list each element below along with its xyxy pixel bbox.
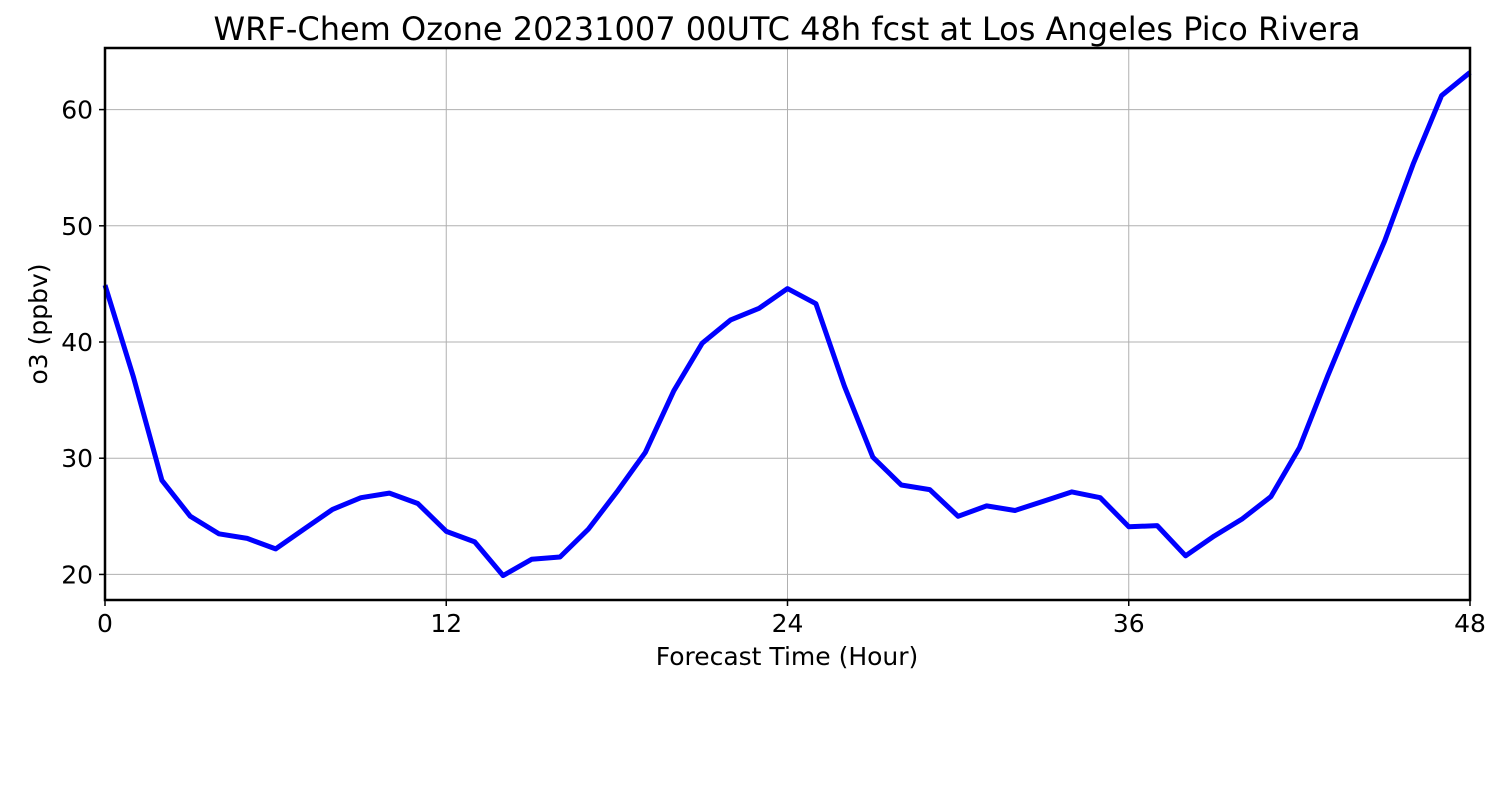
axis-ticks: 0 12 24 36 48 20 30 40 50 60: [61, 96, 1486, 638]
x-tick-label: 12: [430, 609, 462, 638]
y-tick-label: 30: [61, 444, 93, 473]
x-tick-label: 24: [772, 609, 804, 638]
chart-title: WRF-Chem Ozone 20231007 00UTC 48h fcst a…: [214, 10, 1361, 48]
x-tick-label: 36: [1113, 609, 1145, 638]
x-tick-label: 48: [1454, 609, 1486, 638]
grid-lines: [104, 48, 1471, 600]
y-tick-label: 40: [61, 328, 93, 357]
ozone-series-line: [105, 72, 1470, 575]
x-tick-label: 0: [97, 609, 113, 638]
y-tick-label: 50: [61, 212, 93, 241]
y-tick-label: 60: [61, 96, 93, 125]
y-axis-label: o3 (ppbv): [24, 263, 53, 384]
x-axis-label: Forecast Time (Hour): [656, 642, 919, 671]
y-tick-label: 20: [61, 560, 93, 589]
series-layer: [105, 72, 1470, 575]
